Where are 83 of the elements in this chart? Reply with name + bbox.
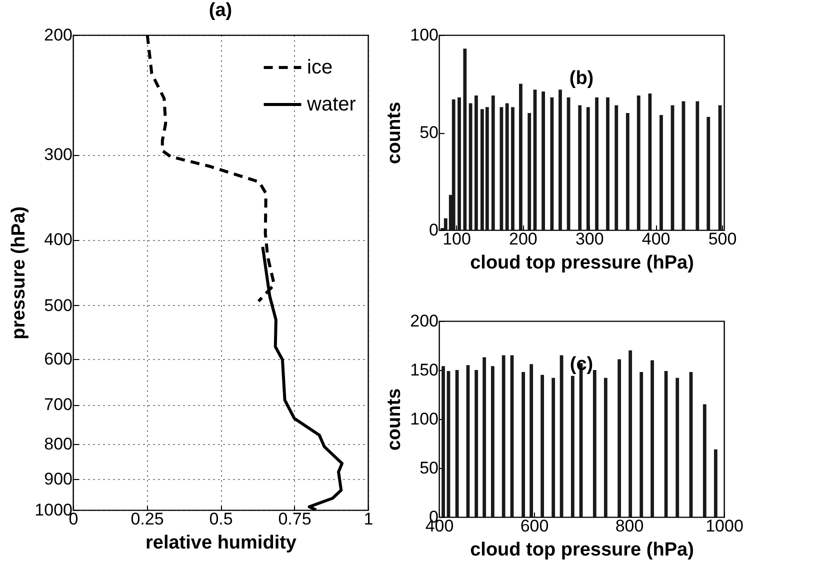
chart-title: (a) (208, 0, 232, 21)
y-tick-label: 700 (44, 395, 72, 414)
bar (542, 92, 545, 230)
x-tick-label: 0.25 (130, 510, 164, 528)
bar (505, 103, 509, 230)
y-axis-title: counts (384, 102, 406, 164)
bar (676, 378, 680, 517)
x-axis-title: relative humidity (146, 532, 297, 554)
bar (558, 90, 562, 230)
text: (b) (569, 68, 594, 89)
x-tick-label: 1 (364, 510, 374, 528)
bar (618, 359, 622, 517)
bar (502, 355, 506, 517)
bar (458, 97, 461, 230)
bar (530, 364, 534, 517)
bar (636, 95, 640, 230)
x-tick-label: 400 (642, 230, 670, 248)
bar (586, 107, 590, 230)
bar (606, 97, 610, 230)
bar (511, 107, 514, 230)
bar (455, 370, 459, 517)
bar (474, 370, 478, 517)
x-tick-label: 200 (509, 230, 538, 248)
bar (578, 105, 582, 230)
x-tick-label: 800 (615, 516, 644, 536)
x-tick-label: 0.75 (278, 510, 312, 528)
x-axis-title: cloud top pressure (hPa) (470, 252, 694, 274)
bar (500, 107, 504, 230)
text: (c) (570, 354, 594, 375)
bar (696, 101, 700, 230)
bar (714, 449, 718, 517)
y-tick-label: 200 (410, 312, 438, 330)
bar (660, 114, 663, 230)
y-axis-title: pressure (hPa) (8, 206, 30, 340)
x-tick-label: 0.5 (209, 510, 233, 528)
bar (550, 97, 554, 230)
bar (650, 360, 654, 517)
x-tick-label: 600 (520, 516, 549, 536)
y-tick-label: 900 (44, 469, 72, 488)
y-tick-label: 300 (44, 145, 72, 164)
bar (570, 376, 574, 517)
bar (702, 404, 706, 517)
bar (522, 372, 526, 517)
y-tick-label: 50 (420, 458, 438, 478)
y-axis-title: counts (384, 388, 406, 451)
y-tick-label: 600 (44, 350, 72, 369)
x-tick-label: 1000 (706, 516, 744, 536)
bar (614, 105, 618, 230)
bar (474, 95, 478, 230)
bar (468, 103, 472, 230)
bar (648, 94, 652, 230)
y-tick-label: 100 (410, 26, 438, 44)
bar (463, 48, 467, 230)
y-tick-label: 100 (410, 410, 438, 428)
y-tick-label: 200 (44, 26, 72, 44)
y-tick-label: 500 (44, 296, 72, 315)
bar (490, 366, 494, 517)
x-tick-label: 100 (442, 230, 471, 248)
bar (491, 95, 495, 230)
bar (626, 113, 630, 230)
bar (560, 355, 564, 517)
y-tick-label: 150 (410, 360, 438, 380)
bar (664, 370, 668, 517)
bar (528, 113, 532, 230)
bar (552, 378, 556, 517)
bar (519, 84, 522, 230)
bar (452, 99, 456, 230)
legend-label: ice (307, 56, 333, 78)
bar (442, 366, 445, 517)
bar (604, 378, 608, 517)
y-tick-label: 800 (44, 434, 72, 454)
bar (595, 97, 598, 230)
bar (540, 374, 544, 517)
bar (628, 350, 632, 517)
y-tick-label: 50 (420, 123, 438, 142)
bar (482, 357, 486, 517)
x-tick-label: 500 (708, 230, 737, 248)
x-tick-label: 300 (575, 230, 604, 248)
legend-label: water (306, 94, 356, 116)
bar (706, 116, 710, 230)
x-axis-title: cloud top pressure (hPa) (470, 540, 694, 560)
bar (592, 370, 596, 517)
bar (640, 372, 644, 517)
